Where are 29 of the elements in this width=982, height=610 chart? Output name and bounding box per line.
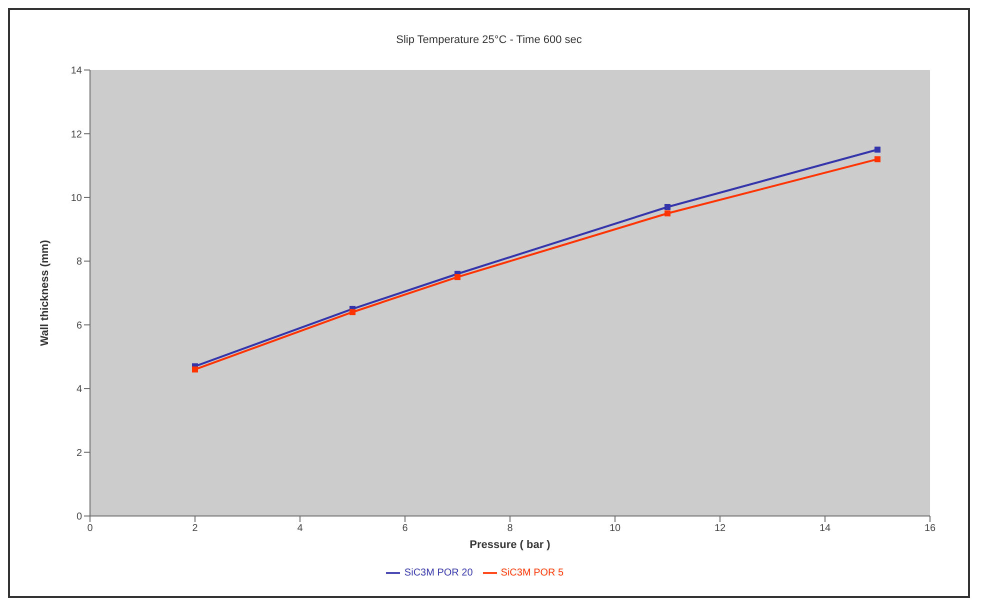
y-tick-label: 2 (76, 448, 82, 459)
x-tick-label: 4 (297, 523, 304, 534)
y-tick-label: 8 (76, 256, 82, 268)
x-tick-label: 16 (924, 523, 936, 534)
x-tick-label: 0 (87, 523, 94, 534)
x-tick-label: 8 (507, 523, 514, 534)
x-tick-label: 10 (609, 523, 621, 534)
x-tick-label: 12 (714, 523, 726, 534)
y-axis-title: Wall thickness (mm) (38, 240, 51, 346)
point (350, 309, 356, 316)
point (454, 274, 460, 280)
point (664, 204, 670, 210)
x-axis-title: Pressure ( bar ) (470, 539, 551, 551)
point (664, 210, 670, 216)
legend-label: SiC3M POR 5 (500, 568, 564, 579)
point (874, 156, 880, 162)
y-tick-label: 4 (76, 384, 82, 396)
y-tick-label: 10 (70, 192, 82, 204)
point (874, 146, 880, 153)
x-tick-label: 6 (402, 523, 408, 534)
point (192, 366, 198, 372)
x-tick-label: 2 (192, 523, 198, 534)
x-tick-label: 14 (819, 523, 831, 534)
y-tick-label: 0 (76, 512, 82, 523)
y-tick-label: 14 (70, 66, 82, 77)
y-tick-label: 6 (76, 320, 82, 332)
y-tick-label: 12 (70, 129, 82, 140)
chart-title: Slip Temperature 25°C - Time 600 sec (395, 34, 583, 46)
legend-label: SiC3M POR 20 (404, 568, 473, 579)
